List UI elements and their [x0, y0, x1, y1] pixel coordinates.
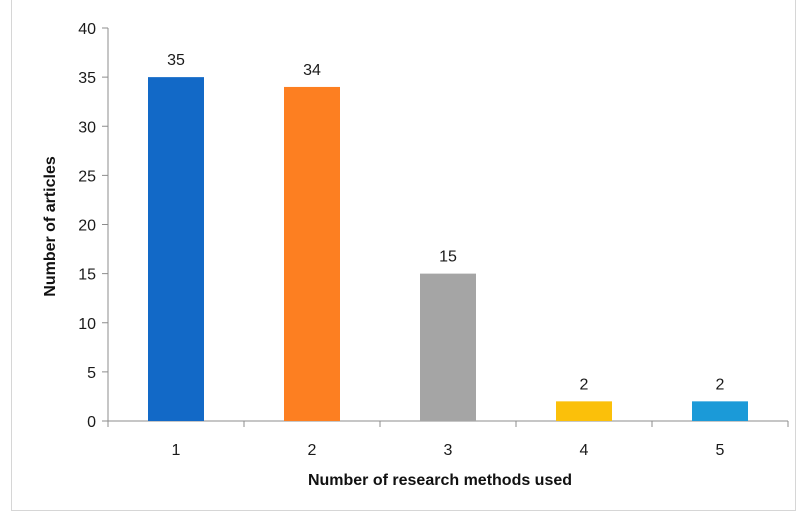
data-label-4: 2 — [580, 376, 589, 393]
data-labels: 35 34 15 2 2 — [167, 52, 724, 393]
bar-2 — [284, 86, 340, 421]
bar-5 — [692, 401, 748, 421]
y-axis-title: Number of articles — [42, 156, 59, 297]
x-tick-label: 3 — [444, 442, 453, 459]
data-label-5: 2 — [716, 376, 725, 393]
data-label-1: 35 — [167, 52, 185, 69]
bar-4 — [556, 401, 612, 421]
x-tick-label: 2 — [308, 442, 317, 459]
y-tick-label: 15 — [78, 267, 96, 284]
data-label-3: 15 — [439, 249, 457, 266]
y-tick-label: 30 — [78, 119, 96, 136]
bar-1 — [148, 77, 204, 421]
y-tick-label: 5 — [87, 365, 96, 382]
y-tick-label: 40 — [78, 21, 96, 38]
y-tick-label: 0 — [87, 414, 96, 431]
x-axis-title: Number of research methods used — [308, 472, 572, 489]
data-label-2: 34 — [303, 62, 321, 79]
bars — [148, 77, 748, 421]
y-tick-label: 35 — [78, 70, 96, 87]
bar-3 — [420, 273, 476, 421]
x-tick-label: 1 — [172, 442, 181, 459]
y-tick-label: 20 — [78, 218, 96, 235]
y-axis: 0 5 10 15 20 25 30 35 40 — [78, 21, 109, 431]
x-axis: 1 2 3 4 5 — [107, 420, 789, 459]
x-tick-label: 4 — [580, 442, 589, 459]
chart-frame — [11, 0, 796, 511]
y-tick-label: 25 — [78, 168, 96, 185]
y-tick-label: 10 — [78, 316, 96, 333]
x-tick-label: 5 — [716, 442, 725, 459]
